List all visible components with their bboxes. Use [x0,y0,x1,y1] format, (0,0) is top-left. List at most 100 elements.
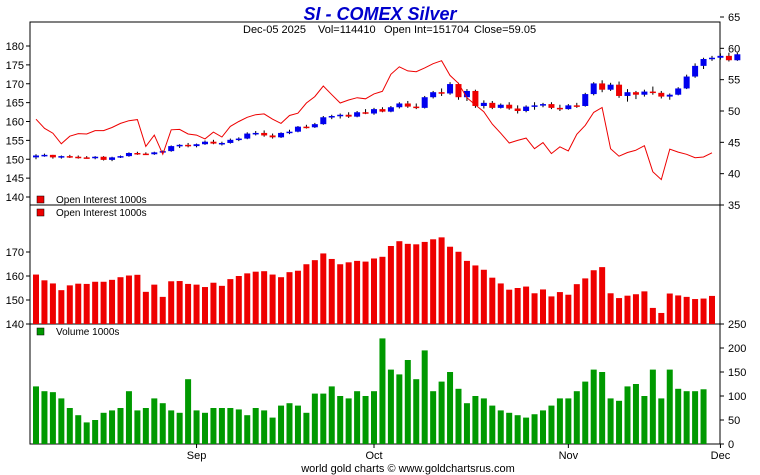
volume-bar [404,360,411,444]
info-close: Close=59.05 [474,24,536,36]
oi-tick-label: 140 [6,319,24,331]
volume-bar [582,381,589,444]
oi-bar [565,294,572,324]
volume-bar [658,398,665,444]
candle-body [692,65,699,77]
candle-body [278,132,285,138]
oi-bar [49,283,56,324]
candle-body [582,94,589,106]
volume-tick-label: 100 [728,391,746,403]
volume-bar [252,408,259,444]
oi-bar [387,246,394,324]
volume-bar [261,410,268,444]
oi-bar [430,239,437,324]
volume-bar [607,398,614,444]
volume-bar [480,398,487,444]
oi-bar [311,260,318,324]
oi-bar [396,241,403,324]
volume-bar [616,400,623,444]
candle-body [311,124,318,128]
oi-bar [573,284,580,324]
candle-body [227,139,234,143]
candle-body [41,154,48,157]
volume-bar [92,420,99,444]
candle-body [565,105,572,110]
open-interest-line [35,60,713,181]
volume-bar [540,410,546,444]
volume-bars [33,338,707,444]
candle-body [168,146,175,152]
volume-bar [506,412,513,444]
volume-bar [345,398,352,444]
volume-bar [33,386,39,444]
candle-body [514,108,521,111]
oi-bar [480,269,487,324]
volume-bar [387,369,394,444]
oi-bar [193,284,200,324]
volume-bar [151,398,158,444]
info-open-interest: Open Int=151704 [384,24,469,36]
price-legend-swatch [36,195,45,204]
volume-bar [556,398,563,444]
volume-bar [455,388,462,444]
oi-bar [709,295,715,324]
oi-bar [202,287,208,324]
candle-body [506,104,513,109]
chart-title: SI - COMEX Silver [303,4,457,24]
oi-bar [92,281,99,324]
candle-body [218,142,225,145]
oi-bar [616,298,623,324]
volume-bar [362,396,369,444]
volume-bar [354,391,361,444]
price-right-tick-label: 60 [728,43,740,55]
oi-tick-label: 160 [6,271,24,283]
volume-bar [447,372,454,444]
volume-bar [176,412,183,444]
volume-legend-label: Volume 1000s [56,327,119,338]
oi-bar [497,283,504,324]
candle-body [202,141,208,145]
oi-legend-swatch [36,208,45,217]
candle-body [33,155,39,158]
candle-body [556,107,563,110]
candle-body [489,102,496,108]
candle-body [590,83,597,95]
oi-bar [514,288,521,324]
oi-bar [523,286,530,324]
candle-body [413,106,420,109]
volume-bar [83,422,90,444]
oi-bar [185,283,192,324]
oi-bar [404,243,411,324]
oi-bar [83,283,90,324]
volume-bar [641,396,648,444]
month-tick-label: Sep [187,450,207,462]
candle-body [294,126,301,132]
oi-bar [252,271,259,324]
candle-body [49,154,56,158]
oi-bar [235,276,242,324]
oi-bar [159,296,166,324]
oi-bar [109,279,116,324]
oi-bar [599,267,606,324]
oi-bar [286,272,293,324]
volume-bar [675,388,682,444]
volume-bar [421,350,428,444]
oi-bar [176,281,183,324]
candle-body [607,84,614,90]
price-candles [33,52,741,162]
oi-bar [269,274,276,324]
volume-bar [244,415,251,444]
volume-tick-label: 150 [728,367,746,379]
volume-bar [235,409,242,444]
candle-body [523,106,530,111]
info-volume: Vol=114410 [318,24,376,36]
candle-body [142,153,149,156]
volume-bar [125,391,132,444]
volume-bar [303,412,310,444]
oi-bar [624,295,631,324]
volume-bar [41,391,48,444]
volume-bar [632,384,639,444]
volume-bar [311,393,318,444]
volume-bar [100,412,107,444]
volume-bar [489,405,496,444]
